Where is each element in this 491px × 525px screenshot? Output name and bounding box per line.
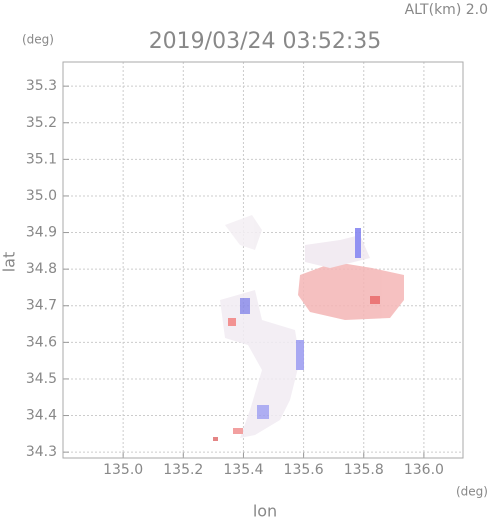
y-tick-label: 35.2 (26, 115, 57, 131)
y-tick-label: 35.0 (26, 188, 57, 204)
echo-cell (355, 228, 361, 258)
y-tick-label: 34.9 (26, 225, 57, 241)
x-tick-label: 136.0 (404, 462, 444, 478)
y-tick-label: 35.3 (26, 78, 57, 94)
echo-area (305, 235, 370, 268)
chart-title: 2019/03/24 03:52:35 (149, 29, 382, 54)
y-tick-label: 34.4 (26, 408, 57, 424)
y-axis-label: lat (0, 252, 19, 273)
x-tick-label: 135.8 (344, 462, 384, 478)
echo-cell (233, 428, 243, 434)
x-tick-label: 135.2 (163, 462, 203, 478)
x-tick-label: 135.6 (284, 462, 324, 478)
echo-cell (228, 318, 236, 326)
echo-cell (240, 298, 250, 314)
echo-cell (213, 437, 218, 441)
echo-cell (370, 296, 380, 304)
x-tick-label: 135.0 (103, 462, 143, 478)
echo-cell (257, 405, 269, 419)
subtitle: ALT(km) 2.0 (405, 2, 488, 18)
echo-cell (296, 340, 304, 370)
echo-area (225, 215, 262, 250)
echo-field (213, 215, 404, 441)
y-tick-label: 34.6 (26, 334, 57, 350)
echo-area (298, 262, 404, 320)
x-tick-label: 135.4 (223, 462, 263, 478)
y-tick-label: 34.8 (26, 261, 57, 277)
y-tick-label: 34.7 (26, 298, 57, 314)
x-unit: (deg) (456, 485, 488, 499)
echo-area (220, 290, 300, 438)
y-tick-label: 34.5 (26, 371, 57, 387)
x-axis-label: lon (253, 502, 277, 521)
y-tick-label: 35.1 (26, 151, 57, 167)
plot-frame (62, 61, 464, 459)
y-unit: (deg) (22, 33, 54, 47)
y-tick-label: 34.3 (26, 444, 57, 460)
